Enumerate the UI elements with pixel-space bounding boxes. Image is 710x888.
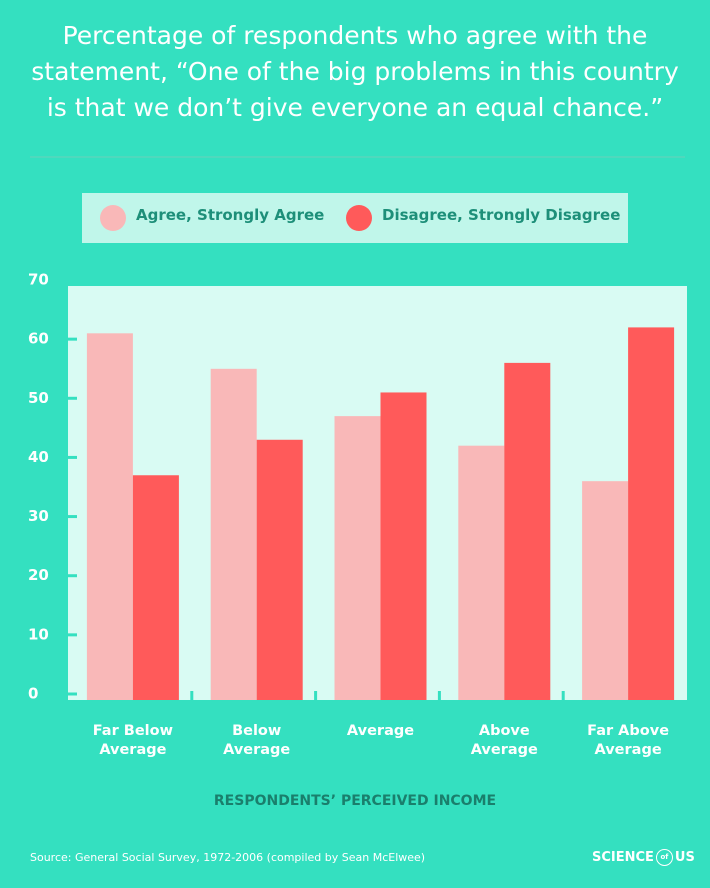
source-note: Source: General Social Survey, 1972-2006… [30, 851, 426, 864]
y-tick-label: 20 [28, 566, 49, 584]
y-tick-label: 30 [28, 507, 49, 525]
legend-swatch [100, 205, 126, 231]
legend-swatch [346, 205, 372, 231]
bar [86, 333, 133, 700]
x-tick-label: Far Below Average [92, 723, 174, 758]
x-tick-label: Above Average [470, 723, 538, 758]
divider [30, 156, 685, 158]
logo: SCIENCE of US [592, 849, 695, 866]
legend-label: Disagree, Strongly Disagree [382, 206, 621, 224]
y-tick-label: 70 [28, 271, 49, 289]
bar [628, 327, 675, 700]
x-tick-label: Far Above Average [587, 723, 670, 758]
bar [380, 392, 427, 700]
chart-title: Percentage of respondents who agree with… [31, 21, 679, 122]
x-axis-title: RESPONDENTS’ PERCEIVED INCOME [213, 793, 497, 809]
legend: Agree, Strongly Agree Disagree, Strongly… [82, 193, 628, 243]
y-tick-label: 0 [28, 685, 38, 703]
bar [334, 416, 381, 700]
y-tick-label: 10 [28, 625, 49, 643]
bar [582, 481, 629, 700]
logo-text: of [655, 849, 673, 866]
bar [210, 368, 257, 700]
y-tick-label: 50 [28, 389, 49, 407]
x-tick-label: Below Average [223, 723, 291, 758]
bar [458, 445, 505, 700]
x-tick-label: Average [346, 723, 415, 739]
y-tick-label: 60 [28, 330, 49, 348]
bar [504, 362, 551, 700]
logo-text: US [674, 850, 695, 865]
y-tick-label: 40 [28, 448, 49, 466]
bar [132, 475, 179, 700]
bar [256, 439, 303, 700]
logo-text: SCIENCE [592, 850, 654, 865]
legend-label: Agree, Strongly Agree [136, 206, 325, 224]
